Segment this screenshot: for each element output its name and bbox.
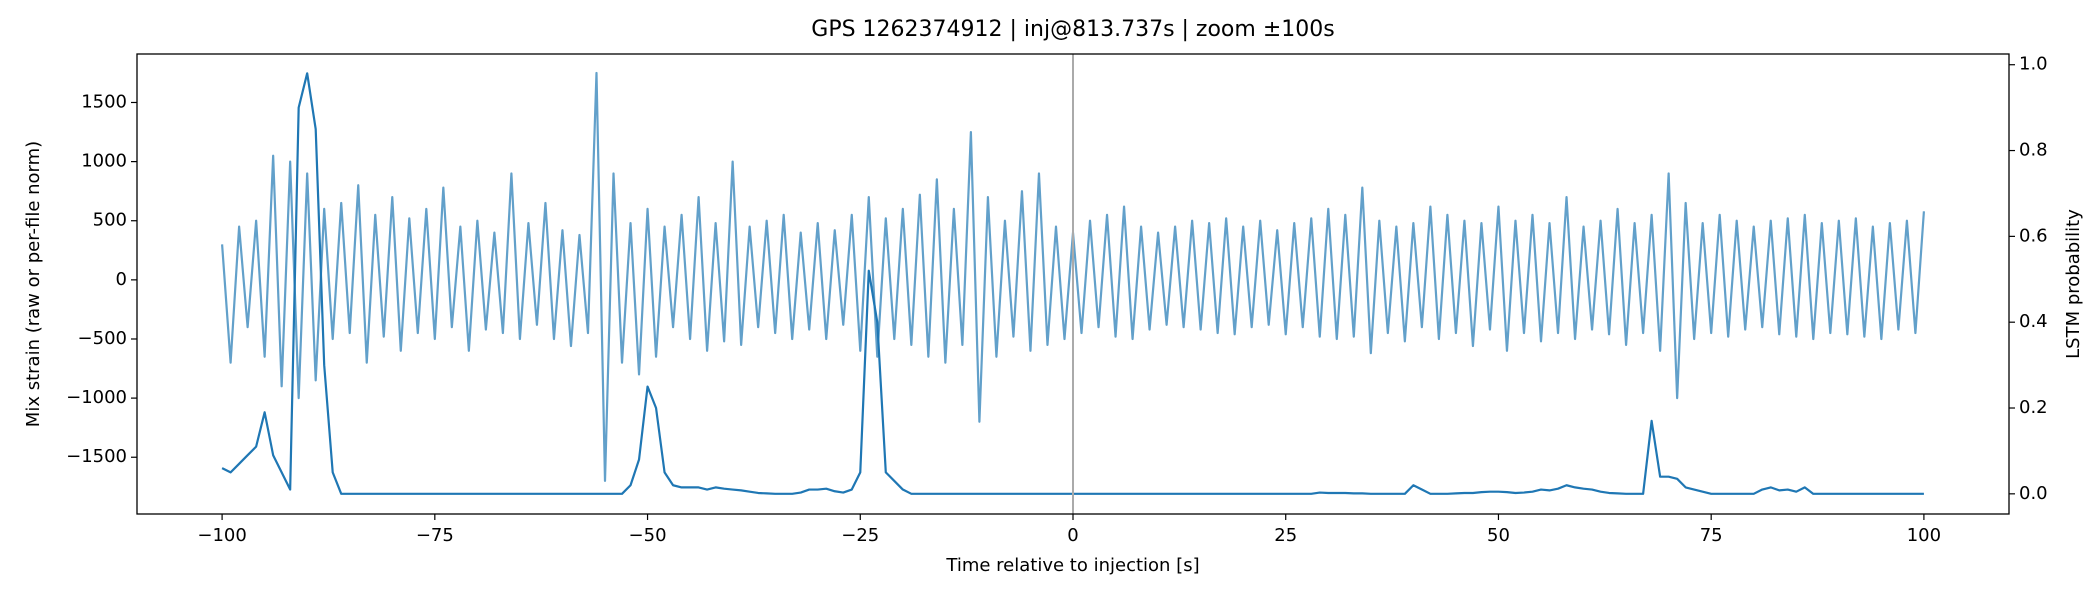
y-tick-label: 0 (116, 269, 127, 290)
y2-tick-label: 0.6 (2019, 225, 2048, 246)
x-tick-label: −75 (416, 525, 454, 546)
x-tick-label: −50 (629, 525, 667, 546)
y-tick-label: −1500 (66, 446, 127, 467)
y2-tick-label: 0.8 (2019, 140, 2048, 161)
x-tick-label: 75 (1700, 525, 1723, 546)
x-axis-label: Time relative to injection [s] (945, 555, 1199, 576)
y2-tick-label: 0.2 (2019, 397, 2048, 418)
x-tick-label: −25 (841, 525, 879, 546)
y2-tick-label: 0.4 (2019, 311, 2048, 332)
y2-tick-label: 0.0 (2019, 483, 2048, 504)
y2-tick-label: 1.0 (2019, 54, 2048, 75)
x-tick-label: 25 (1274, 525, 1297, 546)
y-tick-label: 1000 (81, 151, 127, 172)
y-tick-label: −1000 (66, 387, 127, 408)
y2-axis-label: LSTM probability (2063, 209, 2084, 359)
y-tick-label: −500 (78, 328, 127, 349)
y-axis-label: Mix strain (raw or per-file norm) (23, 141, 44, 427)
x-tick-label: −100 (197, 525, 246, 546)
y-tick-label: 1500 (81, 91, 127, 112)
x-tick-label: 100 (1907, 525, 1941, 546)
y-tick-label: 500 (93, 210, 127, 231)
x-tick-label: 0 (1067, 525, 1078, 546)
x-tick-label: 50 (1487, 525, 1510, 546)
chart-title: GPS 1262374912 | inj@813.737s | zoom ±10… (811, 17, 1334, 42)
